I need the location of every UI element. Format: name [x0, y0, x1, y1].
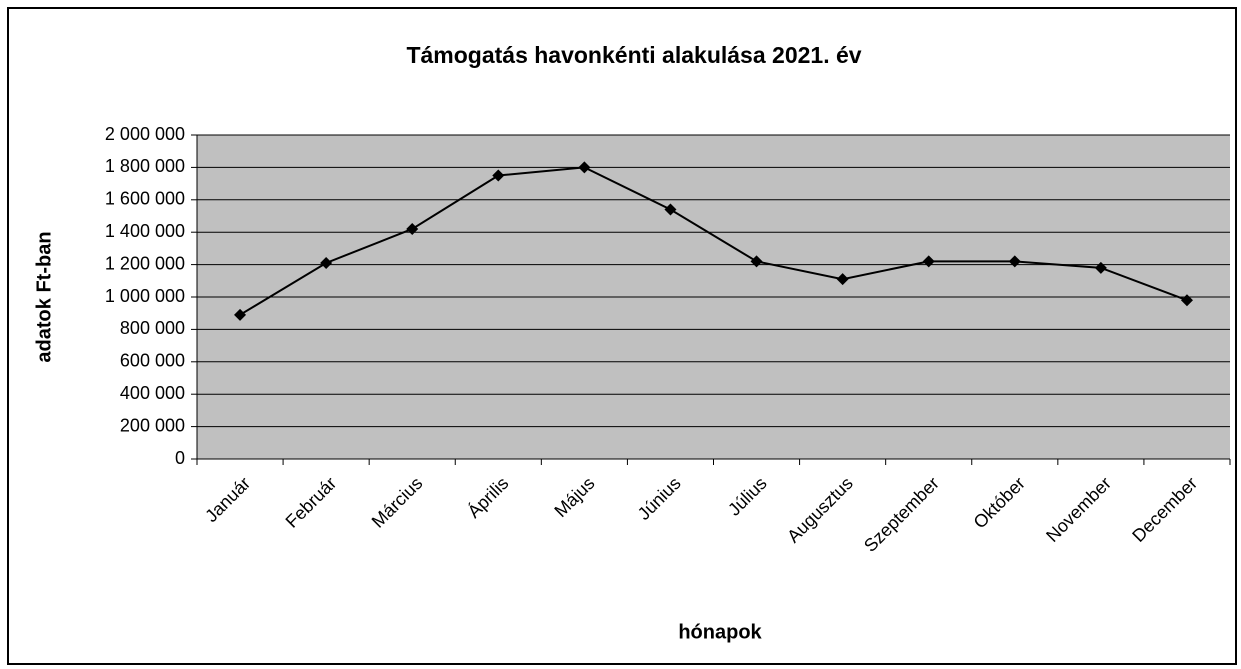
- y-tick-label: 1 600 000: [105, 189, 185, 209]
- marker: [750, 255, 763, 268]
- y-tick-label: 2 000 000: [105, 124, 185, 144]
- marker: [664, 203, 677, 216]
- y-tick-label: 1 200 000: [105, 253, 185, 273]
- chart-title: Támogatás havonkénti alakulása 2021. év: [406, 42, 861, 68]
- y-tick-label: 800 000: [120, 318, 185, 338]
- y-tick-label: 1 000 000: [105, 286, 185, 306]
- line: [239, 166, 1188, 316]
- marker: [1008, 255, 1021, 268]
- y-tick-label: 400 000: [120, 383, 185, 403]
- marker: [406, 222, 419, 235]
- y-tick-label: 600 000: [120, 351, 185, 371]
- marker: [578, 161, 591, 174]
- marker: [234, 308, 247, 321]
- marker: [320, 256, 333, 269]
- y-axis-title: adatok Ft-ban: [33, 231, 55, 362]
- y-tick-label: 1 800 000: [105, 156, 185, 176]
- marker: [492, 169, 505, 182]
- y-tick-label: 0: [175, 448, 185, 468]
- y-tick-label: 1 400 000: [105, 221, 185, 241]
- x-axis-title: hónapok: [678, 621, 762, 643]
- marker: [1180, 294, 1193, 307]
- marker: [836, 273, 849, 286]
- marker: [922, 255, 935, 268]
- marker: [1094, 261, 1107, 274]
- y-tick-label: 200 000: [120, 415, 185, 435]
